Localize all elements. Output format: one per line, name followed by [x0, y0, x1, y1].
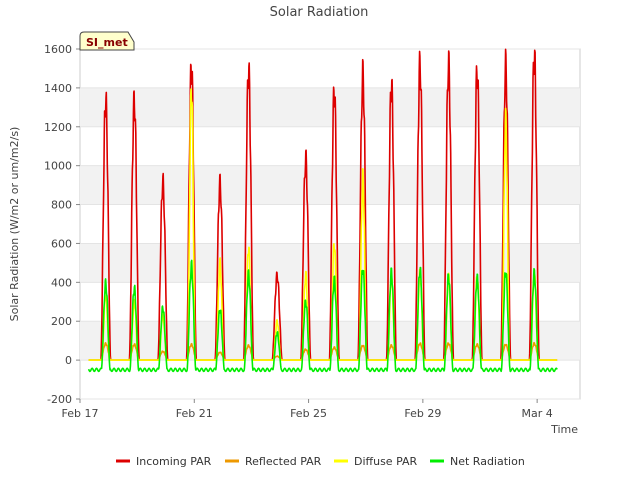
grid-band: [80, 243, 580, 283]
y-tick-label: 400: [51, 276, 72, 289]
chart-title: Solar Radiation: [270, 5, 369, 20]
y-tick-label: 1600: [44, 43, 72, 56]
y-tick-label: 600: [51, 237, 72, 250]
x-tick-label: Mar 4: [522, 407, 553, 420]
site-label-badge: SI_met: [79, 31, 135, 51]
grid-band: [80, 87, 580, 127]
y-axis-label: Solar Radiation (W/m2 or um/m2/s): [8, 127, 21, 322]
series-line-net-radiation: [87, 259, 558, 373]
x-axis-label: Time: [550, 423, 578, 436]
site-label-text: SI_met: [86, 36, 128, 49]
legend-label: Incoming PAR: [136, 455, 212, 468]
x-tick-label: Feb 21: [176, 407, 213, 420]
x-tick-label: Feb 25: [290, 407, 327, 420]
x-tick-label: Feb 29: [404, 407, 441, 420]
legend-label: Diffuse PAR: [354, 455, 418, 468]
x-tick-label: Feb 17: [62, 407, 99, 420]
x-axis-ticks: Feb 17 Feb 21 Feb 25 Feb 29 Mar 4: [62, 399, 553, 420]
y-tick-label: 800: [51, 199, 72, 212]
y-tick-label: 1200: [44, 121, 72, 134]
y-tick-label: -200: [47, 393, 72, 406]
y-tick-label: 0: [65, 354, 72, 367]
legend-label: Net Radiation: [450, 455, 525, 468]
legend-label: Reflected PAR: [245, 455, 322, 468]
y-tick-label: 200: [51, 315, 72, 328]
y-tick-label: 1000: [44, 160, 72, 173]
y-axis-ticks: -200 0 200 400 600 800 1000 1200 1400 1600: [44, 43, 80, 406]
series-layer: [87, 48, 558, 373]
y-tick-label: 1400: [44, 82, 72, 95]
legend: Incoming PAR Reflected PAR Diffuse PAR Net …: [116, 455, 525, 468]
